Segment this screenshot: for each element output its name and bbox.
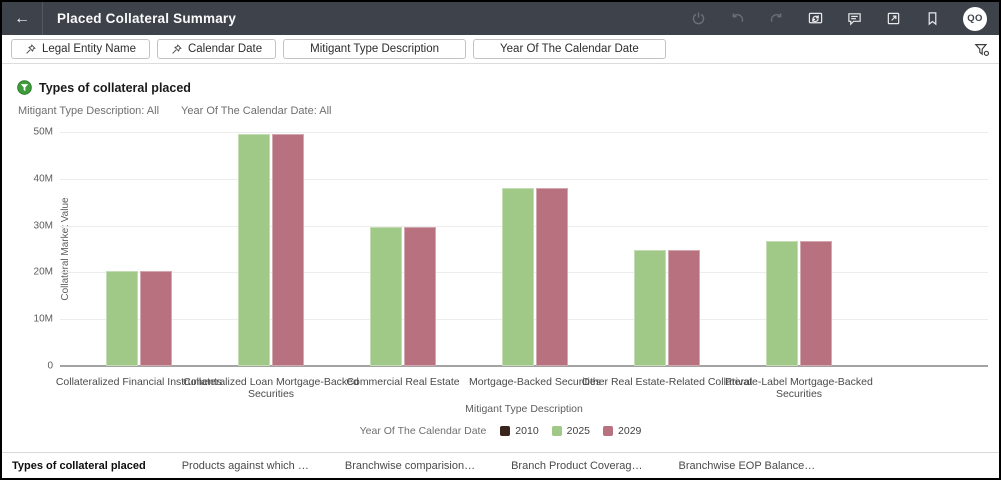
- x-tick-label: Private-Label Mortgage-Backed Securities: [725, 376, 873, 401]
- legend-label: 2025: [566, 425, 591, 437]
- y-tick-label: 10M: [33, 313, 53, 325]
- bar-chart-plot-area: Collateral Market Value 0 10M 20M 30M 40M 50M: [34, 127, 988, 372]
- legend-item-2029[interactable]: 2029: [603, 425, 641, 437]
- bookmark-icon[interactable]: [924, 11, 940, 27]
- legend-item-2025[interactable]: 2025: [551, 425, 591, 437]
- legend-label: 2010: [515, 425, 539, 437]
- filter-pill-label: Mitigant Type Description: [310, 43, 440, 55]
- y-tick-label: 30M: [33, 220, 53, 232]
- back-button[interactable]: ←: [14, 9, 30, 27]
- canvas: Types of collateral placed Mitigant Type…: [2, 65, 999, 452]
- refresh-data-icon[interactable]: [807, 11, 823, 27]
- bar-group: [634, 250, 700, 366]
- comment-icon[interactable]: [846, 11, 862, 27]
- bar-2025[interactable]: [370, 227, 402, 366]
- filter-pill-label: Legal Entity Name: [42, 43, 136, 55]
- filter-pill-label: Year Of The Calendar Date: [500, 43, 639, 55]
- page-title: Placed Collateral Summary: [57, 11, 237, 26]
- header-toolbar: QO: [690, 6, 999, 31]
- undo-icon: [729, 11, 745, 27]
- y-tick-label: 40M: [33, 173, 53, 185]
- viz-applied-filters: Mitigant Type Description: All Year Of Th…: [18, 105, 331, 117]
- x-tick-label: Mortgage-Backed Securities: [469, 376, 601, 388]
- canvas-tab-branch-product-coverag[interactable]: Branch Product Coverag…: [511, 459, 643, 472]
- gridline: [60, 132, 988, 133]
- pin-icon: [25, 43, 36, 55]
- redo-icon: [768, 11, 784, 27]
- green-funnel-badge-icon: [17, 80, 32, 95]
- x-tick-label: Other Real Estate-Related Collateral: [581, 376, 753, 388]
- x-tick-label: Commercial Real Estate: [346, 376, 460, 388]
- filter-pill-mitigant-type-description[interactable]: Mitigant Type Description: [283, 39, 467, 59]
- applied-filter: Mitigant Type Description: All: [18, 105, 160, 117]
- header-divider: [42, 2, 43, 35]
- bar-group: [502, 188, 568, 366]
- x-axis-labels: Collateralized Financial Instruments Coll…: [56, 376, 988, 406]
- y-tick-label: 50M: [33, 126, 53, 138]
- canvas-tab-types-of-collateral-placed[interactable]: Types of collateral placed: [12, 459, 146, 472]
- bar-2025[interactable]: [634, 250, 666, 366]
- canvas-tab-branchwise-comparision[interactable]: Branchwise comparision…: [344, 459, 476, 472]
- bar-2025[interactable]: [238, 134, 270, 366]
- y-tick-label: 20M: [33, 266, 53, 278]
- bar-2025[interactable]: [766, 241, 798, 366]
- top-header: ← Placed Collateral Summary: [2, 2, 999, 35]
- filter-pill-year-of-the-calendar-date[interactable]: Year Of The Calendar Date: [473, 39, 666, 59]
- refresh-power-icon: [690, 11, 706, 27]
- bar-2029[interactable]: [800, 241, 832, 366]
- bar-2029[interactable]: [668, 250, 700, 366]
- filter-pill-calendar-date[interactable]: Calendar Date: [156, 39, 277, 59]
- chart-legend: Year Of The Calendar Date 2010 2025 2029: [2, 425, 999, 437]
- legend-swatch: [551, 426, 562, 436]
- gridline: [60, 178, 988, 180]
- legend-swatch: [603, 426, 614, 436]
- export-icon[interactable]: [885, 11, 901, 27]
- x-axis-title: Mitigant Type Description: [465, 403, 583, 415]
- x-tick-label: Collateralized Financial Instruments: [55, 376, 223, 388]
- y-axis-title: Collateral Market Value: [60, 197, 72, 301]
- pin-icon: [171, 43, 182, 55]
- filter-funnel-icon[interactable]: [974, 42, 990, 57]
- filter-bar: Legal Entity Name Calendar Date Mitigant T…: [2, 35, 999, 64]
- bar-group: [370, 227, 436, 366]
- legend-title: Year Of The Calendar Date: [359, 425, 487, 437]
- applied-filter: Year Of The Calendar Date: All: [181, 105, 332, 117]
- bar-2025[interactable]: [502, 188, 534, 366]
- x-tick-label: Collateralized Loan Mortgage-Backed Secu…: [183, 376, 359, 401]
- bar-group: [238, 134, 304, 366]
- legend-label: 2029: [618, 425, 642, 437]
- canvas-tab-products-against-which[interactable]: Products against which …: [181, 459, 309, 472]
- bar-2029[interactable]: [404, 227, 436, 366]
- bar-2029[interactable]: [272, 134, 304, 366]
- x-axis-line: [60, 365, 988, 367]
- bar-group: [106, 271, 172, 366]
- bar-2029[interactable]: [140, 271, 172, 366]
- viz-title-row: Types of collateral placed: [17, 80, 191, 95]
- legend-item-2010[interactable]: 2010: [500, 425, 539, 437]
- bar-2029[interactable]: [536, 188, 568, 366]
- filter-pill-legal-entity-name[interactable]: Legal Entity Name: [11, 39, 150, 59]
- canvas-tab-bar: Types of collateral placed Products again…: [2, 452, 999, 478]
- y-tick-label: 0: [47, 360, 53, 372]
- legend-swatch: [500, 426, 511, 436]
- bar-2025[interactable]: [106, 271, 138, 366]
- canvas-tab-branchwise-eop-balance[interactable]: Branchwise EOP Balance…: [678, 459, 816, 472]
- viz-title: Types of collateral placed: [39, 80, 191, 95]
- filter-pill-label: Calendar Date: [187, 43, 263, 55]
- user-avatar[interactable]: QO: [963, 6, 987, 31]
- bar-group: [766, 241, 832, 366]
